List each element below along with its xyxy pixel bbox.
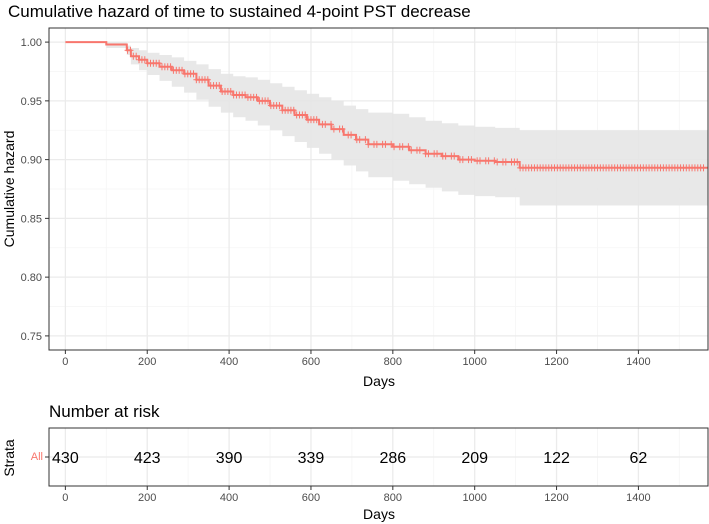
censor-mark	[227, 87, 234, 95]
x-tick-label: 1400	[626, 356, 650, 368]
x-tick-label: 600	[302, 356, 320, 368]
x-tick-label: 800	[384, 356, 402, 368]
x-tick-label: 1200	[544, 356, 568, 368]
censor-mark	[365, 140, 372, 148]
censor-mark	[313, 116, 320, 124]
censor-mark	[491, 157, 498, 165]
risk-table-panel: 430 423 390 339 286 209 122 62	[48, 427, 709, 487]
censor-mark	[253, 93, 260, 101]
number-at-risk-value: 390	[216, 450, 243, 467]
censor-mark	[373, 140, 380, 148]
confidence-band-layer	[65, 42, 708, 206]
x-tick-label: 200	[138, 356, 156, 368]
x-axis-label: Days	[363, 373, 395, 389]
censor-mark	[502, 158, 509, 166]
censor-mark	[459, 156, 466, 164]
censor-mark	[451, 152, 458, 160]
censor-mark	[425, 150, 432, 158]
number-at-risk-value: 430	[52, 450, 79, 467]
censor-mark	[477, 157, 484, 165]
censor-marks-layer	[124, 46, 707, 172]
risk-x-tick-label: 1400	[626, 492, 650, 504]
risk-table-grid	[49, 428, 708, 486]
x-axis-ticks: 0 200 400 600 800 1000 1200 1400	[62, 350, 651, 368]
hazard-plot-border	[48, 27, 709, 351]
risk-table-title: Number at risk	[49, 402, 160, 421]
risk-x-tick-label: 400	[220, 492, 238, 504]
censor-mark	[127, 46, 134, 54]
censor-mark	[133, 52, 140, 60]
censor-mark	[204, 76, 211, 84]
number-at-risk-value: 209	[461, 450, 488, 467]
censor-mark	[190, 70, 197, 78]
censor-mark	[290, 106, 297, 114]
x-tick-label: 0	[62, 356, 68, 368]
strata-all-label: All	[31, 451, 43, 463]
y-axis-ticks: 0.75 0.80 0.85 0.90 0.95 1.00	[21, 37, 49, 343]
censor-mark	[408, 146, 415, 154]
x-tick-label: 400	[220, 356, 238, 368]
number-at-risk-value: 339	[298, 450, 325, 467]
y-tick-label: 0.80	[21, 272, 42, 284]
censor-mark	[382, 140, 389, 148]
y-tick-label: 0.85	[21, 213, 42, 225]
censor-mark	[399, 143, 406, 151]
hazard-plot-panel	[48, 27, 709, 351]
censor-mark	[391, 143, 398, 151]
number-at-risk-value: 286	[379, 450, 406, 467]
censor-mark	[330, 125, 337, 133]
number-at-risk-value: 62	[630, 450, 648, 467]
risk-x-axis-label: Days	[363, 506, 395, 522]
censor-mark	[322, 120, 329, 128]
risk-y-axis-label: Strata	[1, 439, 17, 477]
x-tick-label: 1000	[462, 356, 486, 368]
y-tick-label: 0.75	[21, 331, 42, 343]
risk-x-tick-label: 200	[138, 492, 156, 504]
censor-mark	[141, 56, 148, 64]
censor-mark	[434, 150, 441, 158]
censor-mark	[468, 156, 475, 164]
censor-mark	[494, 158, 501, 166]
number-at-risk-value: 423	[134, 450, 161, 467]
censor-mark	[167, 63, 174, 71]
censor-mark	[356, 136, 363, 144]
censor-mark	[216, 82, 223, 90]
censor-mark	[348, 131, 355, 139]
risk-x-tick-label: 1200	[544, 492, 568, 504]
censor-mark	[156, 59, 163, 67]
risk-x-tick-label: 0	[62, 492, 68, 504]
risk-x-tick-label: 600	[302, 492, 320, 504]
risk-table-values: 430 423 390 339 286 209 122 62	[52, 450, 647, 467]
censor-mark	[362, 136, 369, 144]
y-tick-label: 0.95	[21, 96, 42, 108]
risk-x-tick-label: 800	[384, 492, 402, 504]
number-at-risk-value: 122	[543, 450, 570, 467]
risk-x-tick-label: 1000	[462, 492, 486, 504]
y-tick-label: 1.00	[21, 37, 42, 49]
confidence-band	[65, 42, 708, 206]
censor-mark	[339, 125, 346, 133]
censor-mark	[416, 146, 423, 154]
censor-mark	[302, 111, 309, 119]
censor-mark	[485, 157, 492, 165]
y-tick-label: 0.90	[21, 155, 42, 167]
censor-mark	[700, 164, 707, 172]
censor-mark	[328, 120, 335, 128]
censor-mark	[442, 152, 449, 160]
censor-mark	[276, 102, 283, 110]
y-axis-label: Cumulative hazard	[1, 131, 17, 248]
censor-mark	[264, 97, 271, 105]
chart-title: Cumulative hazard of time to sustained 4…	[8, 2, 471, 21]
censor-mark	[514, 158, 521, 166]
censor-mark	[179, 66, 186, 74]
censor-mark	[405, 143, 412, 151]
risk-x-axis-ticks: 0 200 400 600 800 1000 1200 1400	[45, 456, 651, 504]
